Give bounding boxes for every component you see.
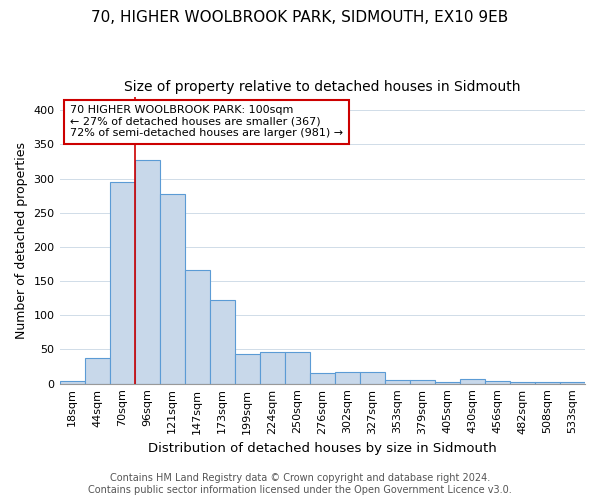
Text: 70, HIGHER WOOLBROOK PARK, SIDMOUTH, EX10 9EB: 70, HIGHER WOOLBROOK PARK, SIDMOUTH, EX1… (91, 10, 509, 25)
Bar (235, 354, 260, 384)
Bar (85, 358, 110, 384)
Bar (410, 380, 435, 384)
Bar (485, 381, 510, 384)
Bar (285, 352, 310, 384)
Title: Size of property relative to detached houses in Sidmouth: Size of property relative to detached ho… (124, 80, 521, 94)
Bar (110, 182, 134, 384)
Bar (134, 160, 160, 384)
Bar (435, 382, 460, 384)
Bar (310, 374, 335, 384)
Bar (360, 372, 385, 384)
Text: 70 HIGHER WOOLBROOK PARK: 100sqm
← 27% of detached houses are smaller (367)
72% : 70 HIGHER WOOLBROOK PARK: 100sqm ← 27% o… (70, 105, 343, 138)
X-axis label: Distribution of detached houses by size in Sidmouth: Distribution of detached houses by size … (148, 442, 497, 455)
Bar (535, 382, 560, 384)
Bar (185, 270, 209, 384)
Bar (160, 194, 185, 384)
Bar (59, 381, 85, 384)
Y-axis label: Number of detached properties: Number of detached properties (15, 142, 28, 338)
Bar (335, 372, 360, 384)
Bar (385, 380, 410, 384)
Bar (209, 300, 235, 384)
Text: Contains HM Land Registry data © Crown copyright and database right 2024.
Contai: Contains HM Land Registry data © Crown c… (88, 474, 512, 495)
Bar (460, 379, 485, 384)
Bar (560, 382, 585, 384)
Bar (260, 352, 285, 384)
Bar (510, 382, 535, 384)
